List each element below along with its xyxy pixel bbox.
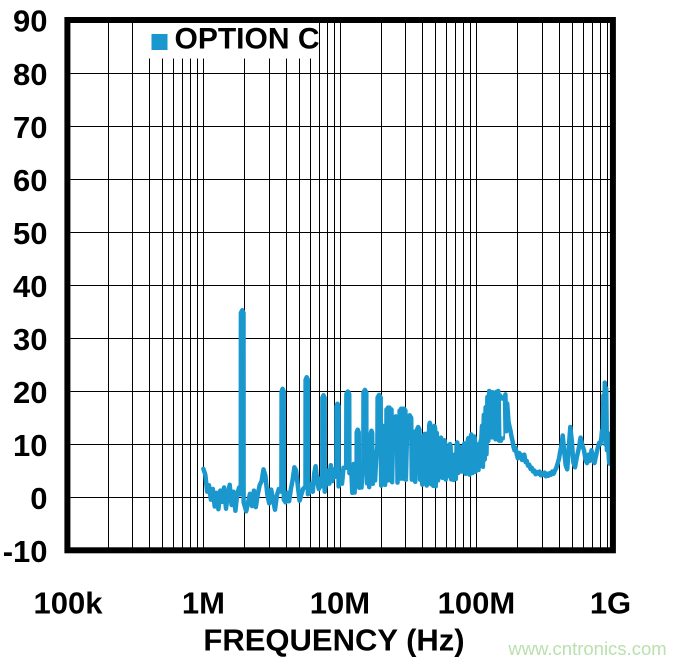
svg-text:100M: 100M <box>438 586 516 621</box>
svg-text:10M: 10M <box>310 586 370 621</box>
svg-text:1M: 1M <box>182 586 225 621</box>
svg-text:70: 70 <box>13 110 47 145</box>
svg-text:1G: 1G <box>590 586 631 621</box>
svg-text:FREQUENCY (Hz): FREQUENCY (Hz) <box>203 623 464 658</box>
svg-text:www.cntronics.com: www.cntronics.com <box>507 638 666 659</box>
svg-text:60: 60 <box>13 163 47 198</box>
svg-text:-10: -10 <box>3 534 48 569</box>
svg-text:80: 80 <box>13 57 47 92</box>
svg-text:100k: 100k <box>34 586 104 621</box>
svg-text:90: 90 <box>13 4 47 39</box>
svg-text:10: 10 <box>13 428 47 463</box>
svg-text:30: 30 <box>13 322 47 357</box>
svg-text:20: 20 <box>13 375 47 410</box>
svg-text:50: 50 <box>13 216 47 251</box>
svg-text:40: 40 <box>13 269 47 304</box>
svg-text:OPTION C: OPTION C <box>175 23 320 56</box>
svg-text:0: 0 <box>30 481 47 516</box>
